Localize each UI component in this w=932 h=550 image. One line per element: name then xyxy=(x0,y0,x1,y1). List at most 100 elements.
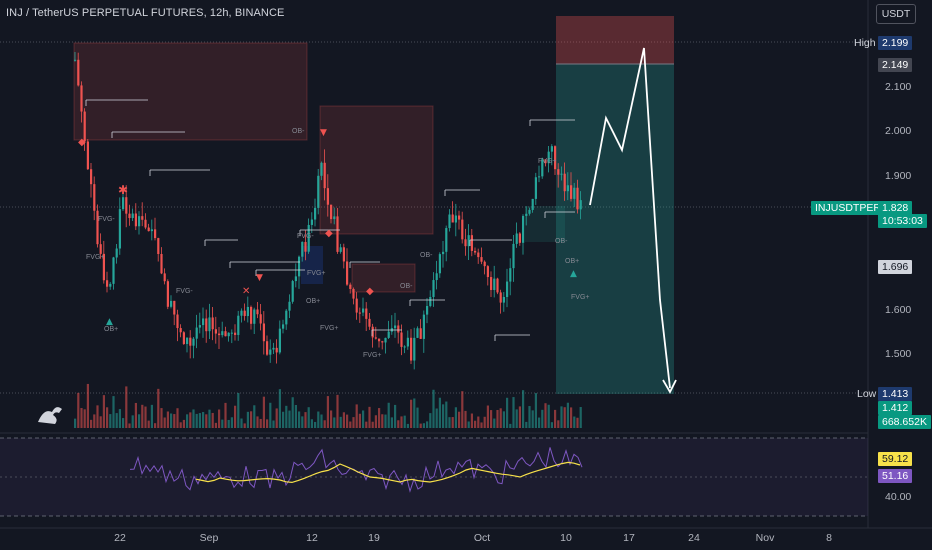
candle xyxy=(448,209,451,232)
rsi-value-tag: 59.12 xyxy=(878,452,913,466)
structure-bracket xyxy=(544,211,575,218)
candle xyxy=(195,314,198,349)
candle xyxy=(157,237,160,262)
candle xyxy=(323,149,326,201)
sell-triangle-marker-2: ▼ xyxy=(320,128,327,138)
fvg-annotation: FVG+ xyxy=(320,325,339,332)
candle xyxy=(499,289,502,314)
volume-bar xyxy=(285,405,288,428)
price-tick: 1.900 xyxy=(885,170,912,182)
volume-bar xyxy=(256,416,259,428)
volume-bar xyxy=(541,409,544,428)
volume-bar xyxy=(118,409,121,428)
candle xyxy=(218,327,221,349)
volume-bar xyxy=(186,414,189,428)
volume-bar xyxy=(458,411,461,428)
candle xyxy=(349,282,352,294)
volume-bar xyxy=(400,416,403,428)
candle xyxy=(483,260,486,275)
candle xyxy=(115,243,118,264)
candle xyxy=(234,324,237,341)
volume-bar xyxy=(314,421,317,428)
ob-annotation: OB- xyxy=(420,252,433,259)
volume-bar xyxy=(266,419,269,428)
volume-bar xyxy=(531,410,534,428)
fvg-annotation: FVG+ xyxy=(307,270,326,277)
structure-bracket xyxy=(444,189,480,196)
candle xyxy=(150,219,153,241)
take-profit-zone xyxy=(556,64,674,394)
rsi-tick: 40.00 xyxy=(885,491,912,503)
candle xyxy=(557,163,560,188)
structure-bracket xyxy=(409,299,445,306)
candle xyxy=(77,52,80,87)
structure-bracket xyxy=(85,99,148,106)
ob-annotation: OB+ xyxy=(565,258,580,265)
fvg-annotation: FVG- xyxy=(176,288,193,295)
low-price-tag: 1.413 xyxy=(878,387,913,401)
volume-bar xyxy=(234,405,237,428)
date-tick: 24 xyxy=(688,532,700,544)
volume-bar xyxy=(195,413,198,428)
volume-bar xyxy=(330,410,333,428)
candle xyxy=(246,296,249,323)
candle xyxy=(413,327,416,370)
volume-bar xyxy=(122,418,125,428)
candle xyxy=(269,339,272,363)
candle xyxy=(93,176,96,221)
volume-bar xyxy=(237,392,240,428)
candle xyxy=(525,206,528,226)
date-tick: 22 xyxy=(114,532,126,544)
volume-bar xyxy=(230,417,233,428)
fvg-annotation: FVG+ xyxy=(363,352,382,359)
candle xyxy=(320,161,323,181)
sell-star-marker: ✱ xyxy=(118,183,128,197)
candle xyxy=(336,208,339,254)
candle xyxy=(317,168,320,215)
date-tick: Oct xyxy=(473,532,491,544)
volume-bar xyxy=(413,398,416,428)
volume-bar xyxy=(406,423,409,428)
candle xyxy=(406,330,409,350)
volume-bar xyxy=(166,411,169,428)
candle xyxy=(208,303,211,339)
volume-bar xyxy=(77,392,80,428)
rsi-ma-tag: 51.16 xyxy=(878,469,913,483)
volume-bar xyxy=(262,396,265,428)
volume-bar xyxy=(189,412,192,428)
ob-annotation: OB+ xyxy=(104,326,119,333)
volume-bar xyxy=(371,421,374,428)
volume-bar xyxy=(144,406,147,428)
volume-bar xyxy=(486,405,489,428)
candle xyxy=(282,319,285,334)
candle xyxy=(154,217,157,241)
volume-bar xyxy=(339,416,342,428)
candle xyxy=(490,271,493,298)
fvg-annotation: FVG- xyxy=(98,216,115,223)
volume-bar xyxy=(253,405,256,428)
fvg-annotation: FVG+ xyxy=(86,254,105,261)
volume-bar xyxy=(240,418,243,428)
candle xyxy=(365,302,368,332)
rsi-ma-line xyxy=(195,461,581,484)
currency-selector[interactable]: USDT xyxy=(876,4,916,24)
volume-bar xyxy=(278,389,281,428)
volume-bar xyxy=(365,421,368,428)
ob-annotation: OB+ xyxy=(306,298,321,305)
candle xyxy=(429,290,432,308)
candle xyxy=(410,329,413,364)
candle xyxy=(96,204,99,248)
candle xyxy=(83,108,86,151)
last-price-tag: 1.828 xyxy=(878,201,913,215)
volume-bar xyxy=(470,413,473,428)
candle xyxy=(480,247,483,265)
candle xyxy=(342,243,345,269)
candle xyxy=(211,306,214,341)
candle xyxy=(128,204,131,226)
candle xyxy=(394,312,397,338)
candle xyxy=(541,157,544,179)
volume-bar xyxy=(224,402,227,428)
ob-annotation: OB- xyxy=(555,238,568,245)
candle xyxy=(371,323,374,348)
